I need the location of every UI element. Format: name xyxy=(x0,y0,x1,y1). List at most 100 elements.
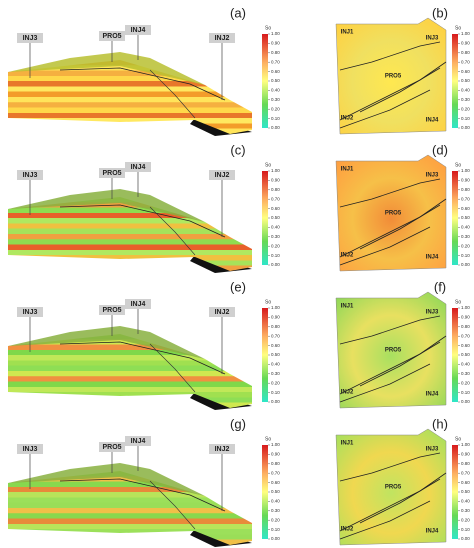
well-box xyxy=(209,170,235,180)
colorbar-tick-label: 0.90 xyxy=(271,452,280,457)
colorbar-tick-label: 0.00 xyxy=(461,262,470,267)
colorbar-tick-label: 0.90 xyxy=(271,41,280,46)
colorbar-tick-label: 0.20 xyxy=(461,106,470,111)
well-box xyxy=(125,25,151,35)
colorbar-tick-label: 0.90 xyxy=(271,178,280,183)
well-label: INJ2 xyxy=(341,390,354,396)
fault xyxy=(339,178,441,208)
colorbar-tick-label: 0.30 xyxy=(461,97,470,102)
colorbar-tick-label: 0.70 xyxy=(271,59,280,64)
colorbar-tick-label: 0.20 xyxy=(271,106,280,111)
colorbar-tick-label: 0.00 xyxy=(461,399,470,404)
panel-label: (a) xyxy=(230,5,246,20)
colorbar-tick-label: 0.20 xyxy=(461,243,470,248)
reservoir-side xyxy=(8,197,252,271)
colorbar-tick-label: 0.50 xyxy=(271,489,280,494)
colorbar-title: So xyxy=(455,436,461,442)
colorbar xyxy=(452,308,458,402)
colorbar-tick-label: 1.00 xyxy=(461,168,470,173)
colorbar-tick-label: 0.40 xyxy=(271,225,280,230)
colorbar-tick-label: 0.30 xyxy=(461,508,470,513)
colorbar-tick-label: 0.50 xyxy=(271,352,280,357)
colorbar-tick-label: 0.60 xyxy=(461,69,470,74)
colorbar-tick-label: 1.00 xyxy=(461,31,470,36)
colorbar-tick-label: 0.40 xyxy=(461,225,470,230)
colorbar-tick-label: 0.80 xyxy=(461,324,470,329)
colorbar-tick-label: 0.50 xyxy=(271,215,280,220)
colorbar-tick-label: 0.60 xyxy=(271,343,280,348)
reservoir-side xyxy=(8,334,252,408)
panel: (a) INJ3 PRO5 INJ4 INJ2 So1.00 0.90 0.80 0.70 0.6… xyxy=(8,5,280,136)
colorbar-tick-label: 0.50 xyxy=(271,78,280,83)
well-label: PRO5 xyxy=(102,33,121,40)
colorbar-tick-label: 0.10 xyxy=(461,527,470,532)
colorbar-tick-label: 0.20 xyxy=(271,517,280,522)
colorbar-tick-label: 0.70 xyxy=(461,470,470,475)
panel: (d) INJ1 INJ3 PRO5 INJ2 INJ4 So1.00 0.90 0.80 0.7… xyxy=(335,142,470,272)
colorbar-tick-label: 0.80 xyxy=(271,50,280,55)
colorbar-tick-label: 0.80 xyxy=(461,461,470,466)
colorbar-title: So xyxy=(455,25,461,31)
colorbar xyxy=(262,445,268,539)
fault xyxy=(59,478,226,512)
colorbar-tick-label: 0.90 xyxy=(271,315,280,320)
well-box xyxy=(209,444,235,454)
colorbar-tick-label: 0.10 xyxy=(271,253,280,258)
colorbar-tick-label: 0.60 xyxy=(461,206,470,211)
well-label: INJ2 xyxy=(215,309,230,316)
colorbar-tick-label: 0.60 xyxy=(271,69,280,74)
fault xyxy=(359,341,441,387)
colorbar-tick-label: 0.60 xyxy=(461,480,470,485)
fault xyxy=(339,363,431,403)
colorbar-tick-label: 0.00 xyxy=(271,262,280,267)
panel: (c) INJ3 PRO5 INJ4 INJ2 So1.00 0.90 0.80 0.70 0.6… xyxy=(8,142,280,273)
colorbar-tick-label: 0.40 xyxy=(271,499,280,504)
well-label: INJ4 xyxy=(131,27,146,34)
well-box xyxy=(125,436,151,446)
well-label: PRO5 xyxy=(102,307,121,314)
colorbar xyxy=(452,171,458,265)
fault xyxy=(59,204,226,238)
colorbar-tick-label: 0.30 xyxy=(271,508,280,513)
colorbar-tick-label: 0.50 xyxy=(461,489,470,494)
colorbar-tick-label: 0.70 xyxy=(461,196,470,201)
colorbar-tick-label: 0.60 xyxy=(461,343,470,348)
colorbar xyxy=(452,445,458,539)
reservoir-side xyxy=(8,471,252,545)
well-box xyxy=(99,305,125,315)
colorbar-title: So xyxy=(265,299,271,305)
well-label: INJ2 xyxy=(341,116,354,122)
colorbar-title: So xyxy=(265,436,271,442)
fault xyxy=(339,500,431,540)
colorbar-tick-label: 0.20 xyxy=(461,380,470,385)
well-label: INJ3 xyxy=(426,447,439,453)
well-box xyxy=(17,444,43,454)
colorbar-tick-label: 0.80 xyxy=(461,187,470,192)
well-label: INJ3 xyxy=(23,35,38,42)
colorbar-tick-label: 0.80 xyxy=(271,324,280,329)
fault xyxy=(339,452,441,482)
well-label: PRO5 xyxy=(385,74,402,80)
fault xyxy=(149,480,196,530)
colorbar-tick-label: 0.90 xyxy=(461,452,470,457)
well-box xyxy=(209,33,235,43)
well-label: INJ4 xyxy=(426,255,439,261)
fault xyxy=(149,343,196,393)
fault xyxy=(149,206,196,256)
well-label: INJ4 xyxy=(131,164,146,171)
panel-label: (h) xyxy=(432,416,448,431)
well-box xyxy=(99,31,125,41)
colorbar-title: So xyxy=(455,299,461,305)
colorbar xyxy=(262,171,268,265)
well-label: INJ2 xyxy=(341,527,354,533)
panel-label: (f) xyxy=(434,279,446,294)
colorbar-tick-label: 0.10 xyxy=(271,116,280,121)
colorbar-tick-label: 0.20 xyxy=(461,517,470,522)
panel: (f) INJ1 INJ3 PRO5 INJ2 INJ4 So1.00 0.90 0.80 0.7… xyxy=(335,279,470,409)
fault xyxy=(339,41,441,71)
panel: (g) INJ3 PRO5 INJ4 INJ2 So1.00 0.90 0.80 0.70 0.6… xyxy=(8,416,280,547)
panel-label: (g) xyxy=(230,416,246,431)
colorbar-tick-label: 0.20 xyxy=(271,380,280,385)
colorbar-tick-label: 0.40 xyxy=(271,88,280,93)
